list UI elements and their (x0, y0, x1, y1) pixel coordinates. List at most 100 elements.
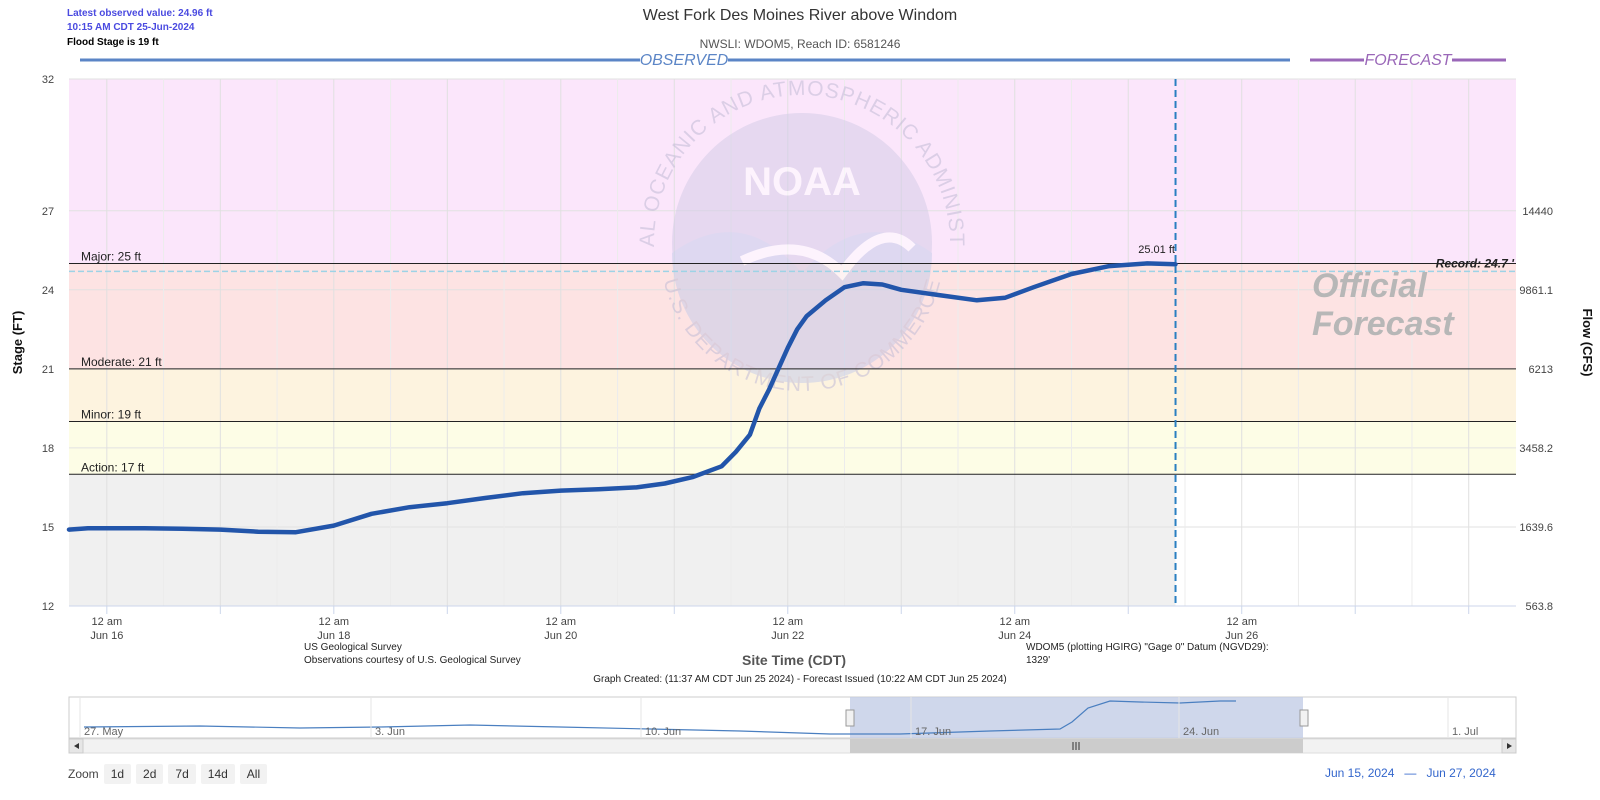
band-moderate (69, 263, 1176, 369)
x-tick-label-date: Jun 20 (544, 630, 577, 642)
band-major (69, 79, 1176, 264)
observed-point (445, 501, 449, 505)
forecast-band-moderate (1175, 263, 1516, 369)
latest-value: Latest observed value: 24.96 ft (67, 8, 213, 19)
x-tick-label-time: 12 am (1226, 616, 1257, 628)
observed-point (861, 281, 866, 285)
x-axis-title: Site Time (CDT) (742, 652, 846, 668)
observed-point (67, 527, 71, 532)
zoom-controls: Zoom 1d 2d 7d 14d All (68, 764, 268, 784)
observed-point (294, 530, 298, 534)
x-tick-label-date: Jun 18 (317, 630, 350, 642)
x-tick-label-date: Jun 26 (1225, 630, 1258, 642)
zoom-1d-button[interactable]: 1d (103, 764, 132, 784)
observed-point (786, 346, 790, 350)
range-separator: — (1404, 766, 1417, 780)
band-normal (69, 474, 1176, 606)
observed-point (880, 282, 884, 287)
latest-time: 10:15 AM CDT 25-Jun-2024 (67, 22, 195, 33)
navigator-series (83, 700, 1236, 735)
y-tick-label: 32 (42, 74, 54, 86)
zoom-14d-button[interactable]: 14d (200, 764, 235, 784)
observed-point (767, 388, 771, 392)
flood-stage-note: Flood Stage is 19 ft (67, 37, 159, 48)
scroll-left-icon (74, 743, 79, 749)
y2-tick-label: 563.8 (1525, 601, 1553, 613)
observed-point (1069, 272, 1074, 276)
observed-point (483, 496, 487, 500)
watermark-wave (672, 232, 932, 383)
threshold-label: Moderate: 21 ft (81, 355, 162, 369)
observed-point (757, 406, 761, 410)
y-tick-label: 27 (42, 206, 54, 218)
y2-tick-label: 6213 (1529, 364, 1553, 376)
record-label: Record: 24.7 ' (1436, 256, 1515, 270)
x-tick-label-date: Jun 22 (771, 630, 804, 642)
observed-point (1032, 285, 1036, 289)
observed-point (521, 491, 525, 495)
observed-point (842, 285, 847, 289)
graph-created: Graph Created: (11:37 AM CDT Jun 25 2024… (593, 674, 1007, 685)
observed-point (1173, 262, 1178, 266)
x-tick-label-time: 12 am (999, 616, 1030, 628)
y-tick-label: 15 (42, 522, 54, 534)
range-to[interactable]: Jun 27, 2024 (1426, 766, 1496, 780)
observed-point (1145, 261, 1149, 266)
scroll-right-icon (1507, 743, 1512, 749)
y-tick-label: 12 (42, 601, 54, 613)
observed-point (899, 288, 903, 292)
navigator-label: 17. Jun (915, 726, 951, 738)
observed-point (805, 314, 809, 318)
y-axis-title: Stage (FT) (10, 311, 25, 375)
datum-note: WDOM5 (plotting HGIRG) "Gage 0" Datum (N… (1026, 642, 1269, 653)
threshold-label: Action: 17 ft (81, 460, 145, 474)
y2-tick-label: 14440 (1522, 206, 1553, 218)
forecast-band-minor (1175, 368, 1516, 422)
observed-point (143, 526, 147, 530)
observed-point (105, 526, 109, 530)
x-tick-label-date: Jun 16 (90, 630, 123, 642)
observed-point (795, 327, 799, 331)
band-minor (69, 368, 1176, 422)
observed-point (332, 524, 336, 528)
source-courtesy: Observations courtesy of U.S. Geological… (304, 655, 521, 666)
forecast-label: FORECAST (1364, 52, 1452, 69)
observed-point (824, 298, 828, 302)
observed-point (1107, 264, 1111, 268)
observed-point (559, 488, 563, 493)
observed-point (597, 487, 601, 491)
range-from[interactable]: Jun 15, 2024 (1325, 766, 1395, 780)
zoom-2d-button[interactable]: 2d (136, 764, 164, 784)
navigator-handle-right[interactable] (1299, 709, 1309, 727)
observed-point (663, 481, 667, 486)
watermark-logo-text: NOAA (743, 160, 861, 204)
observed-point (748, 433, 752, 437)
x-tick-label-time: 12 am (772, 616, 803, 628)
observed-point (407, 505, 412, 509)
source-agency: US Geological Survey (304, 642, 402, 653)
threshold-label: Major: 25 ft (81, 249, 142, 263)
observed-point (180, 527, 185, 531)
datum-value: 1329' (1026, 655, 1051, 666)
observed-point (370, 512, 374, 516)
scrollbar-grip-icon (1072, 742, 1080, 750)
y2-tick-label: 1639.6 (1519, 522, 1553, 534)
observed-point (734, 450, 738, 454)
navigator-label: 24. Jun (1183, 726, 1219, 738)
x-tick-label-time: 12 am (546, 616, 577, 628)
y2-axis-title: Flow (CFS) (1580, 309, 1595, 377)
zoom-all-button[interactable]: All (239, 764, 268, 784)
observed-point (975, 298, 979, 302)
x-tick-label-time: 12 am (92, 616, 123, 628)
zoom-label: Zoom (68, 767, 99, 781)
date-range: Jun 15, 2024 — Jun 27, 2024 (1325, 766, 1496, 780)
y-tick-label: 24 (42, 285, 54, 297)
threshold-label: Minor: 19 ft (81, 408, 142, 422)
observed-point (256, 530, 260, 534)
observed-point (634, 485, 639, 490)
zoom-7d-button[interactable]: 7d (168, 764, 196, 784)
navigator-handle-left[interactable] (845, 709, 855, 727)
y2-tick-label: 3458.2 (1519, 443, 1553, 455)
observed-label: OBSERVED (640, 52, 729, 69)
